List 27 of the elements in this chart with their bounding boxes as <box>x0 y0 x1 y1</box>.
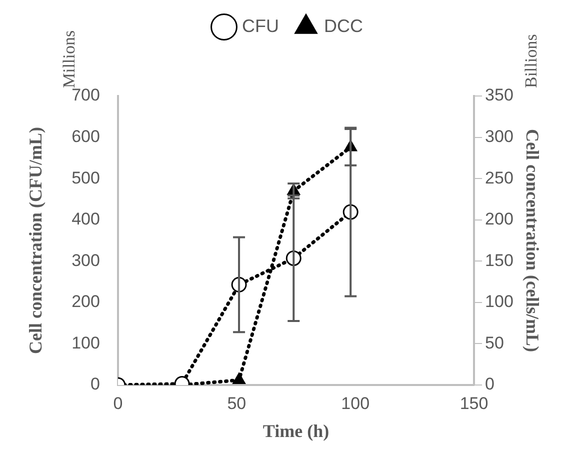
y-axis-title: Cell concentration (CFU/mL) <box>25 127 46 354</box>
y2-tick-label: 0 <box>485 374 495 394</box>
x-axis-title: Time (h) <box>262 420 330 441</box>
x-tick-label: 100 <box>341 394 370 413</box>
y2-tick-label: 350 <box>485 86 514 105</box>
y2-tick-label: 200 <box>485 210 514 229</box>
text: Billions <box>522 34 541 88</box>
text: Millions <box>59 30 78 88</box>
y-tick-label: 600 <box>72 126 100 146</box>
y2-axis-title: Cell concentration (cells/mL) <box>522 129 543 352</box>
x-tick-label: 150 <box>460 394 488 413</box>
legend-label: CFU <box>242 16 280 36</box>
x-tick-label: 50 <box>227 394 246 413</box>
x-tick-label: 0 <box>113 394 123 413</box>
y-tick-label: 500 <box>72 168 100 188</box>
y2-tick-label: 150 <box>485 250 514 270</box>
y-tick-label: 700 <box>72 86 100 105</box>
y2-tick-label: 250 <box>485 168 514 188</box>
y-tick-label: 400 <box>72 210 100 229</box>
y-tick-label: 0 <box>90 374 100 394</box>
y-tick-label: 300 <box>72 250 100 270</box>
legend-label: DCC <box>324 16 363 36</box>
y2-tick-label: 100 <box>485 292 514 312</box>
y2-tick-label: 300 <box>485 126 514 146</box>
y2-tick-label: 50 <box>485 333 504 352</box>
y-tick-label: 200 <box>72 292 100 312</box>
y-tick-label: 100 <box>72 333 100 352</box>
